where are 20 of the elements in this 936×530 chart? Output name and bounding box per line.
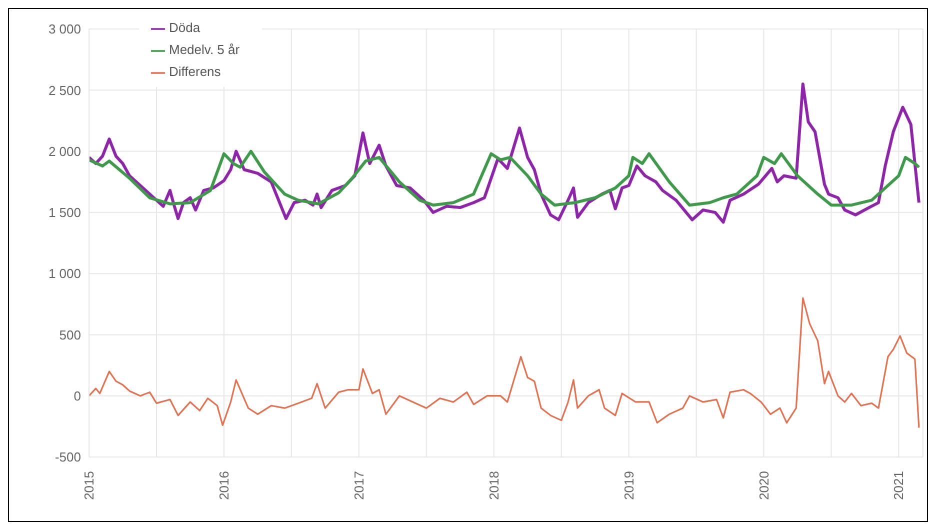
y-tick-label: 0 bbox=[74, 388, 81, 404]
x-tick-label: 2021 bbox=[891, 471, 906, 500]
line-series bbox=[89, 297, 920, 428]
y-tick-label: 500 bbox=[59, 327, 81, 342]
x-tick-label: 2015 bbox=[82, 471, 96, 500]
line-series bbox=[89, 150, 920, 207]
legend-label: Differens bbox=[169, 64, 221, 79]
y-tick-label: 3 000 bbox=[48, 22, 81, 37]
x-tick-label: 2020 bbox=[756, 471, 772, 500]
y-tick-label: -500 bbox=[54, 450, 81, 465]
y-tick-label: 2 000 bbox=[48, 144, 81, 159]
legend-label: Medelv. 5 år bbox=[169, 42, 240, 57]
y-tick-label: 1 500 bbox=[48, 205, 81, 220]
legend-label: Döda bbox=[169, 20, 200, 35]
x-tick-label: 2019 bbox=[621, 471, 636, 500]
x-tick-label: 2016 bbox=[216, 471, 232, 500]
x-tick-label: 2018 bbox=[486, 471, 502, 500]
y-tick-label: 1 000 bbox=[48, 266, 81, 282]
x-tick-label: 2017 bbox=[351, 471, 366, 500]
y-tick-label: 2 500 bbox=[48, 82, 81, 98]
